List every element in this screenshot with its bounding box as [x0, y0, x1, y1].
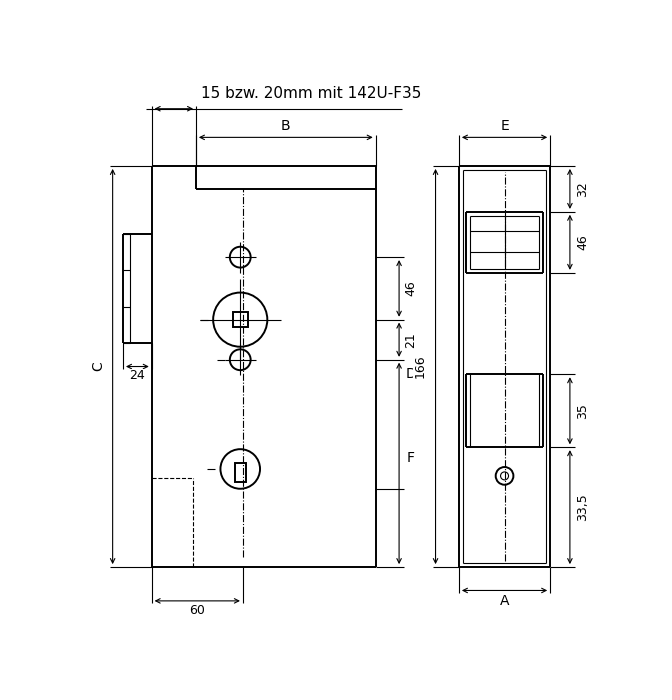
Text: C: C	[91, 362, 105, 372]
Text: 21: 21	[404, 332, 417, 348]
Text: 35: 35	[576, 403, 589, 419]
Bar	[233, 312, 247, 327]
Text: 15 bzw. 20mm mit 142U-F35: 15 bzw. 20mm mit 142U-F35	[201, 86, 421, 101]
Text: E: E	[500, 119, 509, 133]
Bar	[235, 463, 246, 482]
Text: A: A	[500, 594, 509, 608]
Text: 33,5: 33,5	[576, 494, 589, 521]
Text: D: D	[405, 368, 416, 382]
Text: 166: 166	[413, 355, 427, 378]
Text: 24: 24	[130, 370, 145, 382]
Text: 46: 46	[576, 234, 589, 250]
Text: 46: 46	[404, 281, 417, 296]
Text: 32: 32	[576, 181, 589, 197]
Text: F: F	[407, 452, 415, 466]
Text: B: B	[281, 119, 290, 133]
Text: 60: 60	[190, 604, 205, 617]
